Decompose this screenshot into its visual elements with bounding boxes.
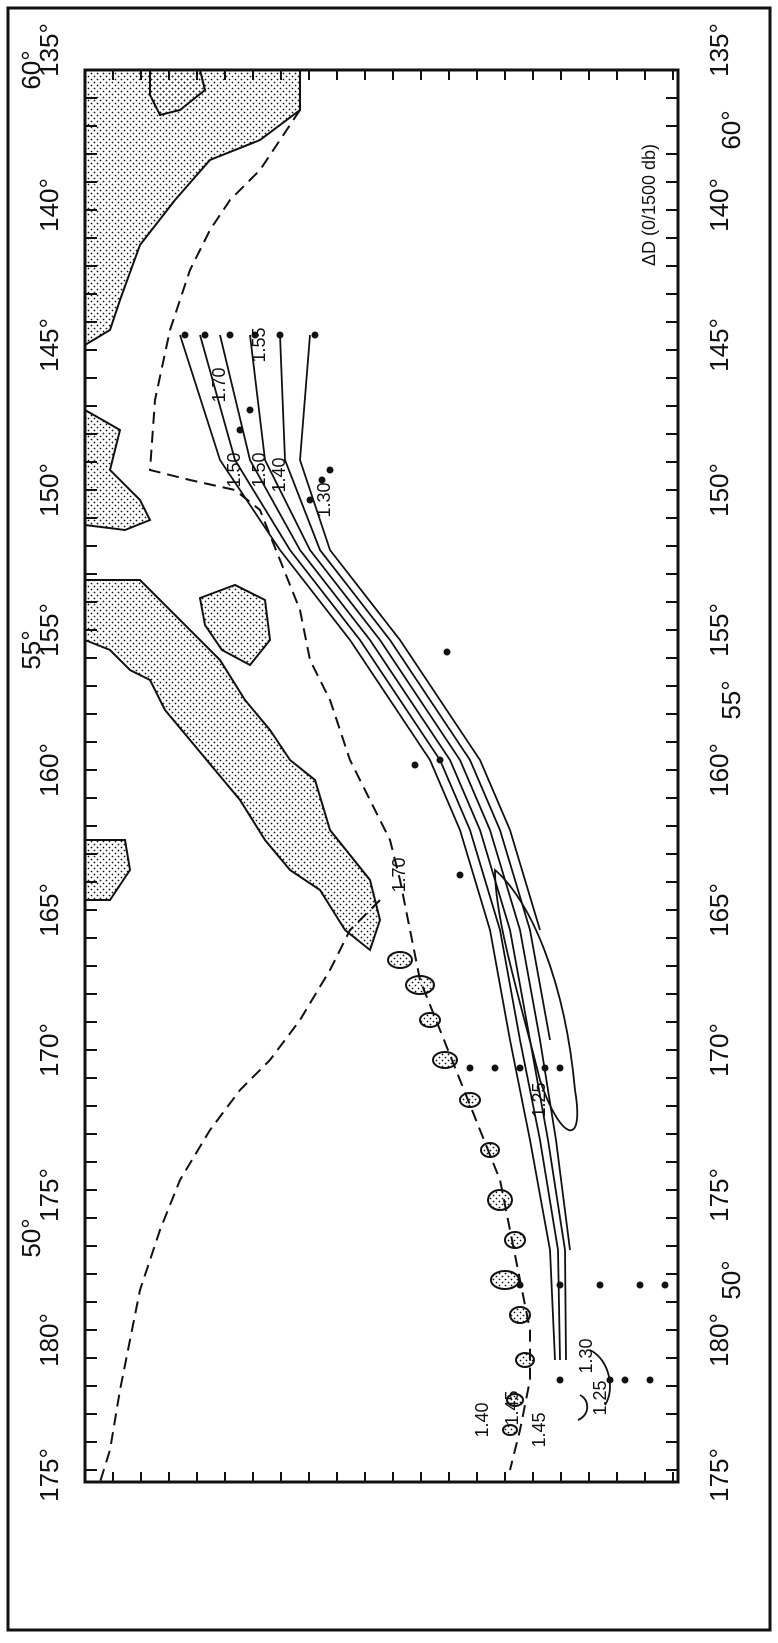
station-dot [311,331,319,339]
longitude-labels-right: 135° 140° 145° 150° 155° 160° 165° 170° 175° 180°… [704,23,734,1502]
map-title: ΔD (0/1500 db) [639,144,659,266]
station-dot [443,648,451,656]
longitude-label: 160° [704,743,734,797]
lat-label-50-right: 50° [716,1260,746,1299]
longitude-label: 155° [34,603,64,657]
longitude-label: 150° [704,463,734,517]
contour-lines [179,334,611,1421]
station-dot [201,331,209,339]
contour-value-label: 1.50 [224,452,244,487]
station-dot [466,1064,474,1072]
station-dot [306,496,314,504]
station-dot [456,871,464,879]
station-dot [606,1376,614,1384]
latitude-labels-left: 60° 55° 50° [16,50,46,1257]
lat-label-60-right: 60° [716,110,746,149]
contour-value-label: 1.25 [590,1380,610,1415]
station-dot [251,331,259,339]
longitude-label: 135° [34,23,64,77]
lat-label-55-left: 55° [16,630,46,669]
station-dot [326,466,334,474]
station-dot [556,1064,564,1072]
map-frame [83,68,680,1484]
longitude-labels-left: 135° 140° 145° 150° 155° 160° 165° 170° 175° 180°… [34,23,64,1502]
longitude-label: 150° [34,463,64,517]
longitude-label: 155° [704,603,734,657]
station-dot [491,1064,499,1072]
contour-value-label: 1.45 [502,1390,522,1425]
longitude-label: 175° [34,1448,64,1502]
contour-value-label: 1.30 [576,1338,596,1373]
longitude-label: 175° [34,1168,64,1222]
station-dot [516,1281,524,1289]
bristol-bay-coast [84,839,132,901]
contour-value-label: 1.40 [269,457,289,492]
contour-value-label: 1.30 [314,482,334,517]
latitude-labels-right: 60° 55° 50° [716,110,746,1299]
lat-label-60-left: 60° [16,50,46,89]
outer-frame [6,6,772,1632]
station-dot [411,761,419,769]
longitude-label: 170° [704,1023,734,1077]
station-dot [556,1281,564,1289]
shelf-edge-dashed [99,109,531,1483]
contour-value-label: 1.50 [249,452,269,487]
contour-value-label: 1.70 [209,367,229,402]
longitude-label: 180° [34,1313,64,1367]
station-dot [318,476,326,484]
station-dot [181,331,189,339]
land-masses [84,69,382,952]
contour-value-label: 1.40 [472,1402,492,1437]
station-dot [596,1281,604,1289]
alaska-peninsula [84,579,382,952]
contour-value-label: 1.45 [529,1412,549,1447]
longitude-label: 140° [34,178,64,232]
station-dot [661,1281,669,1289]
contour-value-label: 1.70 [389,857,409,892]
station-dot [636,1281,644,1289]
longitude-label: 145° [34,318,64,372]
longitude-label: 135° [704,23,734,77]
longitude-label: 160° [34,743,64,797]
station-dot [226,331,234,339]
longitude-label: 175° [704,1448,734,1502]
kodiak-island [198,583,272,667]
station-dot [556,1376,564,1384]
lat-label-55-right: 55° [716,680,746,719]
longitude-label: 165° [34,883,64,937]
lat-label-50-left: 50° [16,1218,46,1257]
longitude-label: 170° [34,1023,64,1077]
alaska-mainland [84,69,301,347]
longitude-label: 145° [704,318,734,372]
tick-marks [84,69,678,1482]
closed-loop-1-25 [494,868,579,1132]
station-dot [541,1064,549,1072]
station-dot [276,331,284,339]
longitude-label: 140° [704,178,734,232]
longitude-label: 165° [704,883,734,937]
station-dot [646,1376,654,1384]
contour-value-label: 1.55 [249,327,269,362]
longitude-label: 180° [704,1313,734,1367]
station-dot [436,756,444,764]
station-dot [621,1376,629,1384]
station-dots [181,331,669,1384]
aleutian-islands [387,951,535,1436]
station-dot [246,406,254,414]
station-dot [236,426,244,434]
contour-value-label: 1.25 [529,1082,549,1117]
longitude-label: 175° [704,1168,734,1222]
contour-value-labels: 1.70 1.50 1.50 1.55 1.40 1.30 1.70 1.25 1.45 1.40… [209,327,610,1447]
kenai-coast [84,408,152,532]
station-dot [516,1064,524,1072]
southeast-alaska-coast [149,69,207,117]
